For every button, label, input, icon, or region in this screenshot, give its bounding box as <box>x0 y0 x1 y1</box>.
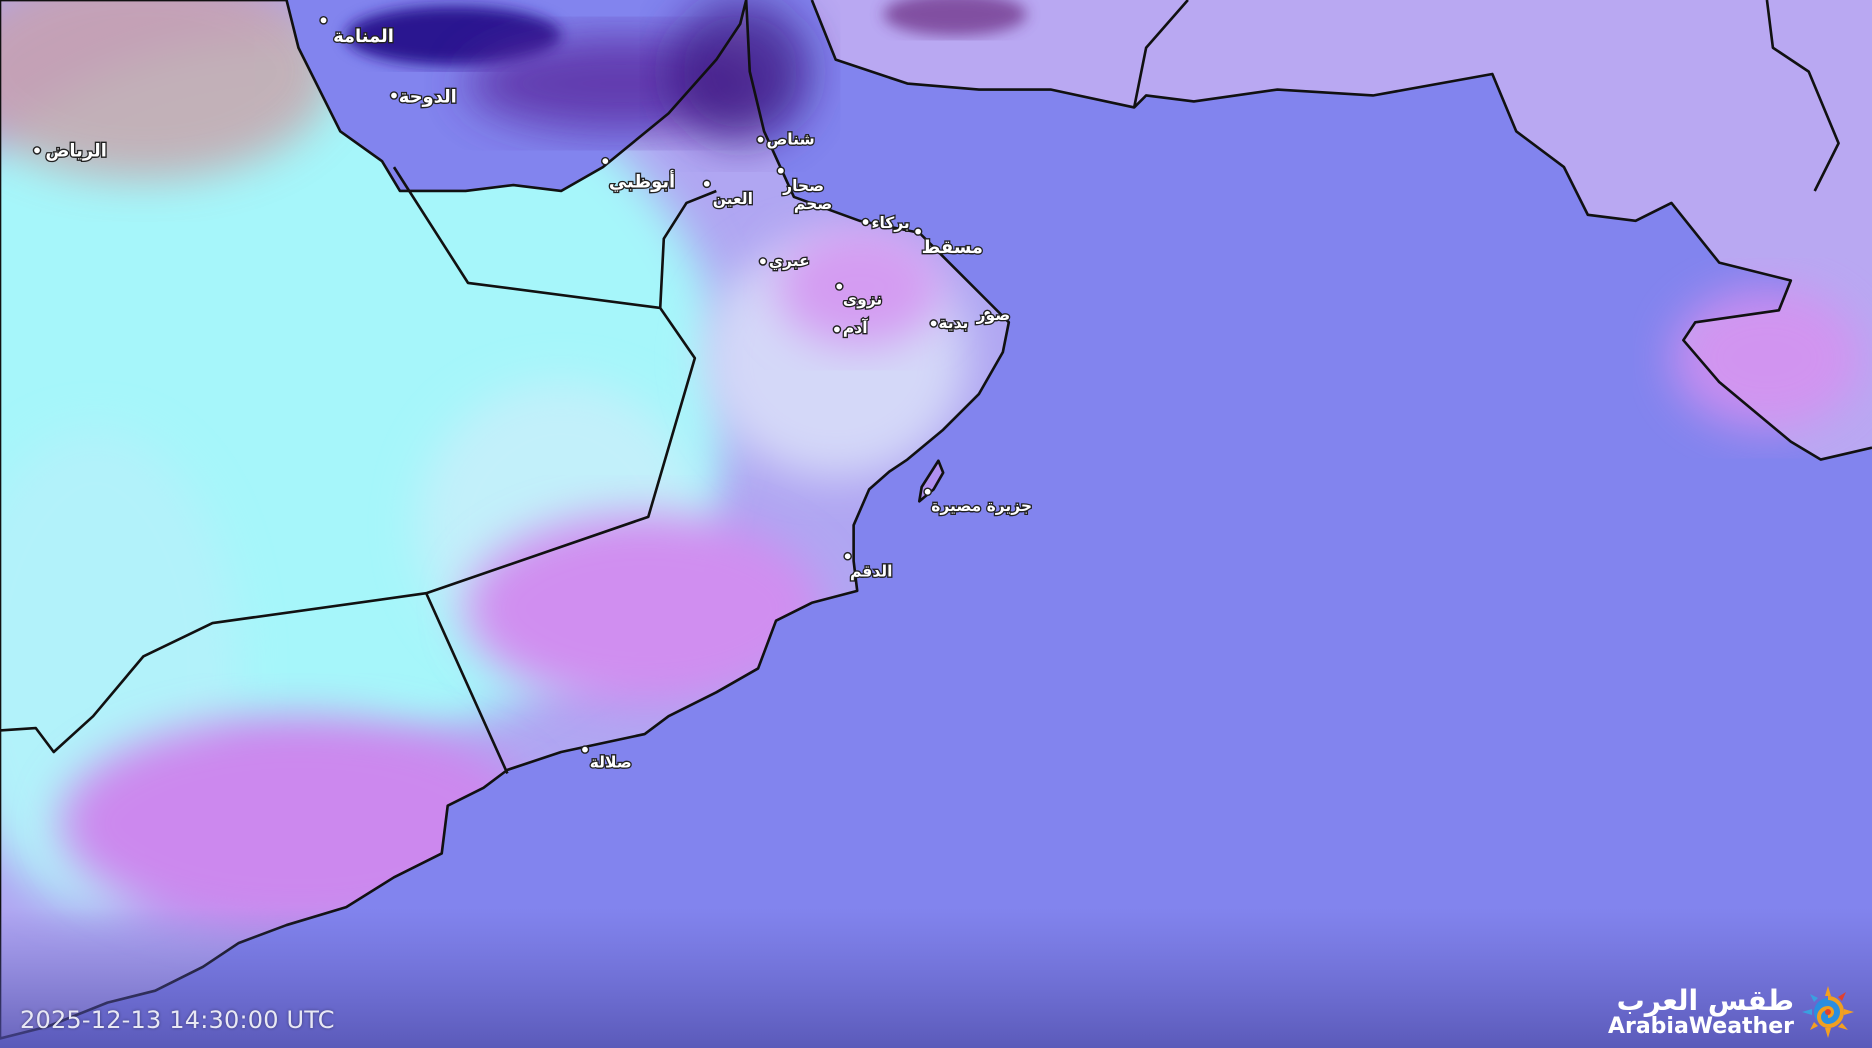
city-label: العين <box>713 190 753 208</box>
city-label: عبري <box>769 252 810 271</box>
city-marker <box>756 135 765 144</box>
yemen-oman-border <box>425 592 509 775</box>
city-label: صلالة <box>590 754 632 772</box>
timestamp: 2025-12-13 14:30:00 UTC <box>20 1006 335 1034</box>
city-label: شناص <box>766 130 814 148</box>
city-label: صور <box>976 306 1011 324</box>
city-marker <box>834 282 844 291</box>
city-label: صحم <box>794 195 832 213</box>
city-marker <box>389 91 399 100</box>
city-label: المنامة <box>333 26 394 47</box>
city-label: نزوى <box>843 290 882 308</box>
city-marker <box>776 166 786 175</box>
city-marker <box>702 179 712 189</box>
iran-pakistan-border <box>1132 0 1189 108</box>
city-label: مسقط <box>922 237 983 258</box>
city-labels: المنامة الدوحة الرياض أبوظبي العين شناص صحارصح… <box>32 15 1033 773</box>
city-label: صحار <box>782 177 824 195</box>
city-marker <box>983 309 992 319</box>
bottom-fade <box>0 907 1872 1048</box>
city-marker <box>861 217 870 227</box>
logo-arabic: طقس العرب <box>1616 983 1794 1017</box>
saudi-border <box>0 166 697 754</box>
city-label: الرياض <box>45 140 106 161</box>
city-marker <box>929 319 938 328</box>
city-label: الدوحة <box>399 87 457 108</box>
city-marker <box>580 745 590 754</box>
city-label: الدقم <box>850 563 892 581</box>
city-marker <box>319 15 328 25</box>
city-label: بدية <box>938 314 968 332</box>
city-label: بركاء <box>872 214 910 232</box>
city-label: جزيرة مصيرة <box>931 497 1032 515</box>
iran-pakistan-land <box>811 0 1872 460</box>
arabiaweather-logo[interactable]: طقس العرب ArabiaWeather <box>1608 984 1856 1040</box>
city-marker <box>843 551 852 561</box>
uae-oman-border <box>658 189 717 309</box>
city-marker <box>913 227 923 236</box>
city-marker <box>32 146 42 155</box>
city-marker <box>832 325 842 334</box>
city-marker <box>923 487 932 497</box>
city-label: أبوظبي <box>609 169 675 192</box>
city-marker <box>600 156 610 166</box>
cloud-band <box>346 0 1027 144</box>
pakistan-india-border <box>1765 0 1840 192</box>
logo-english: ArabiaWeather <box>1607 1014 1794 1040</box>
city-label: آدم <box>843 318 868 337</box>
iran-coastline <box>810 0 1872 461</box>
city-marker <box>758 257 768 266</box>
sun-swirl-icon <box>1802 986 1854 1038</box>
